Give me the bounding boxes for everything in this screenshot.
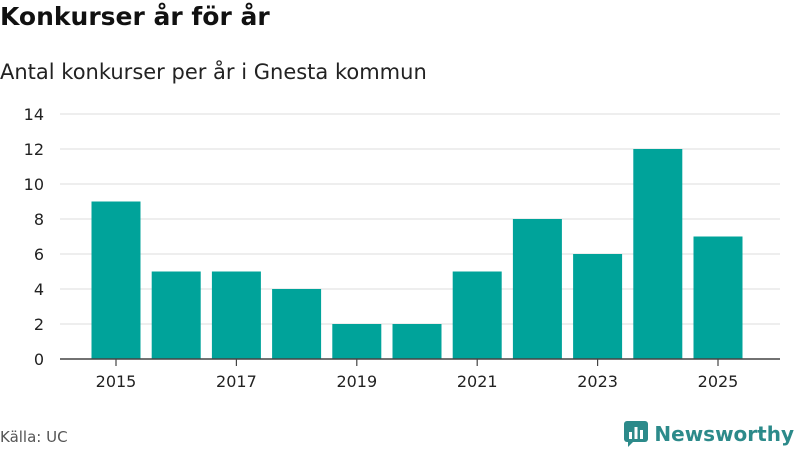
bar-2025: [693, 236, 743, 359]
bar-2016: [151, 271, 201, 359]
bar-2024: [633, 149, 683, 359]
x-axis-ticks: [115, 359, 719, 366]
source-note: Källa: UC: [0, 428, 68, 446]
bar-2019: [332, 324, 382, 359]
bar-2021: [452, 271, 502, 359]
y-tick-label: 0: [34, 350, 44, 369]
chart-title: Konkurser år för år: [0, 2, 270, 31]
x-axis-labels: 2015 2017 2019 2021 2023 2025: [96, 372, 739, 391]
bar-2022: [512, 219, 562, 359]
bar-2018: [272, 289, 322, 359]
y-tick-label: 10: [24, 175, 44, 194]
y-tick-label: 2: [34, 315, 44, 334]
bar-2017: [211, 271, 261, 359]
bar-2023: [573, 254, 623, 359]
y-tick-label: 14: [24, 105, 44, 124]
bars: [91, 149, 743, 359]
x-tick-label: 2021: [457, 372, 498, 391]
bar-chart: 0 2 4 6 8 10 12 14 2015 2017 2019 2021 2023 2025: [24, 105, 780, 391]
bar-2020: [392, 324, 442, 359]
brand-name: Newsworthy: [654, 422, 794, 446]
y-tick-label: 4: [34, 280, 44, 299]
x-tick-label: 2019: [336, 372, 377, 391]
y-tick-label: 8: [34, 210, 44, 229]
bar-2015: [91, 201, 141, 359]
x-tick-label: 2025: [698, 372, 739, 391]
x-tick-label: 2017: [216, 372, 257, 391]
chart-subtitle: Antal konkurser per år i Gnesta kommun: [0, 60, 427, 84]
brand-logo: Newsworthy: [624, 420, 794, 448]
y-tick-label: 6: [34, 245, 44, 264]
x-tick-label: 2023: [577, 372, 618, 391]
y-axis-labels: 0 2 4 6 8 10 12 14: [24, 105, 44, 369]
newsworthy-logo-icon: [624, 421, 649, 447]
y-tick-label: 12: [24, 140, 44, 159]
x-tick-label: 2015: [96, 372, 137, 391]
